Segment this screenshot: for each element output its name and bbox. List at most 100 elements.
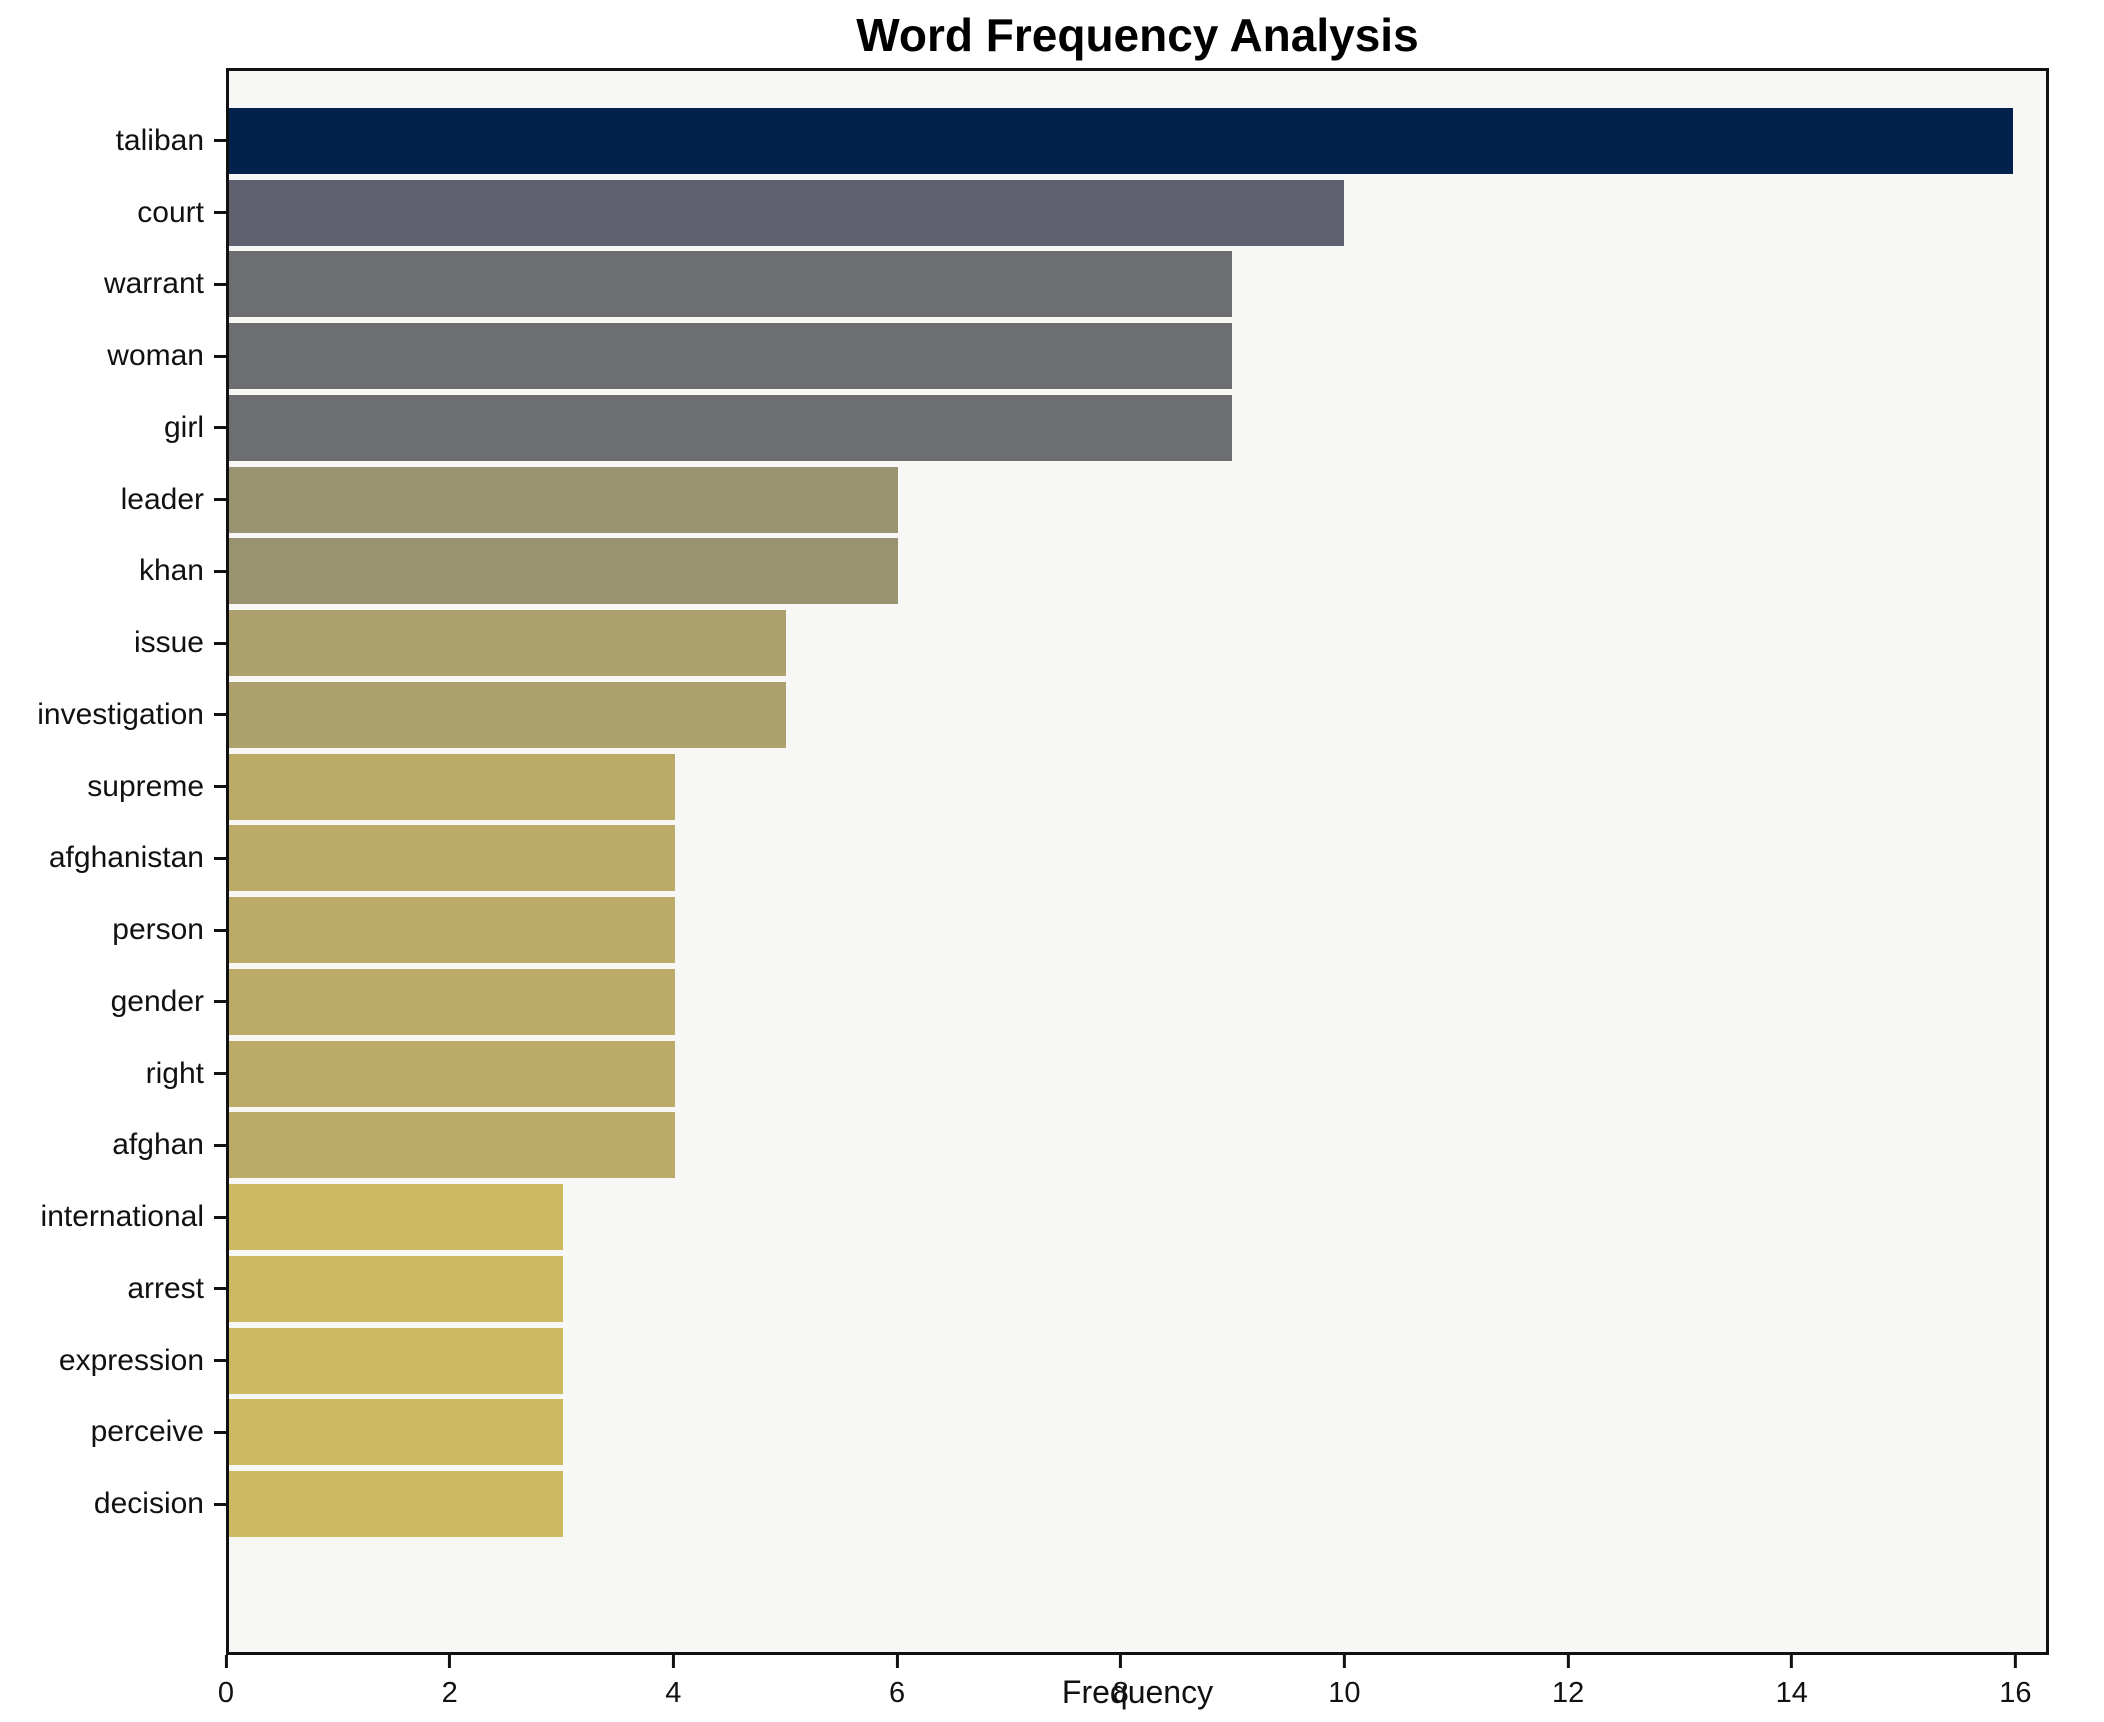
- x-tick-label: 12: [1551, 1677, 1585, 1709]
- plot-area: [226, 68, 2049, 1655]
- bar-afghan: [229, 1112, 675, 1179]
- x-tick: 14: [1776, 1655, 1808, 1710]
- bar-row: [229, 751, 2046, 823]
- x-tick: 4: [665, 1655, 681, 1710]
- y-tick-row: girl: [0, 392, 226, 464]
- y-tick-mark: [214, 1000, 226, 1004]
- bar-row: [229, 679, 2046, 751]
- x-tick-label: 6: [888, 1677, 906, 1709]
- bar-afghanistan: [229, 825, 675, 892]
- x-tick-mark: [1790, 1655, 1794, 1668]
- y-tick-row: court: [0, 177, 226, 249]
- bar-gender: [229, 968, 675, 1035]
- x-tick-mark: [671, 1655, 675, 1668]
- bar-row: [229, 392, 2046, 464]
- bar-row: [229, 823, 2046, 895]
- x-tick-mark: [2013, 1655, 2017, 1668]
- bar-decision: [229, 1471, 564, 1538]
- y-tick-mark: [214, 1215, 226, 1219]
- x-axis-title: Frequency: [1061, 1674, 1214, 1710]
- y-tick-row: perceive: [0, 1397, 226, 1469]
- y-tick-row: arrest: [0, 1253, 226, 1325]
- y-tick-mark: [214, 139, 226, 143]
- y-tick-row: person: [0, 894, 226, 966]
- y-tick-row: taliban: [0, 105, 226, 177]
- y-tick-mark: [214, 1072, 226, 1076]
- x-tick: 12: [1552, 1655, 1584, 1710]
- y-tick-mark: [214, 713, 226, 717]
- y-tick-label: woman: [107, 339, 204, 373]
- bar-row: [229, 1181, 2046, 1253]
- bar-row: [229, 464, 2046, 536]
- bar-row: [229, 966, 2046, 1038]
- bar-khan: [229, 538, 898, 605]
- y-tick-mark: [214, 1430, 226, 1434]
- y-tick-label: arrest: [127, 1271, 204, 1305]
- y-tick-row: issue: [0, 607, 226, 679]
- y-tick-mark: [214, 1287, 226, 1291]
- y-axis-labels: taliban court warrant woman girl leader khan is…: [0, 68, 226, 1655]
- x-tick-mark: [1342, 1655, 1346, 1668]
- bar-court: [229, 179, 1344, 246]
- y-tick-row: investigation: [0, 679, 226, 751]
- y-tick-label: issue: [133, 626, 204, 660]
- y-tick-row: leader: [0, 464, 226, 536]
- y-tick-mark: [214, 641, 226, 645]
- x-axis-ticks: 0 2 4 6 8 10 12 14 16: [218, 1655, 2049, 1722]
- y-tick-row: afghan: [0, 1110, 226, 1182]
- y-tick-mark: [214, 1359, 226, 1363]
- bar-international: [229, 1184, 564, 1251]
- y-tick-mark: [214, 1502, 226, 1506]
- y-tick-mark: [214, 498, 226, 502]
- bar-row: [229, 1325, 2046, 1397]
- x-tick-label: 0: [217, 1677, 235, 1709]
- x-tick-label: 14: [1775, 1677, 1808, 1709]
- x-tick-mark: [1119, 1655, 1123, 1668]
- bar-row: [229, 177, 2046, 249]
- y-tick-row: khan: [0, 536, 226, 608]
- bar-person: [229, 897, 675, 964]
- y-tick-label: person: [112, 913, 204, 947]
- x-tick: 6: [889, 1655, 905, 1710]
- bar-row: [229, 1468, 2046, 1540]
- x-tick-label: 2: [441, 1677, 458, 1709]
- bar-row: [229, 607, 2046, 679]
- bar-row: [229, 320, 2046, 392]
- x-tick-mark: [224, 1655, 228, 1668]
- y-tick-label: expression: [58, 1343, 204, 1377]
- bar-right: [229, 1040, 675, 1107]
- y-tick-mark: [214, 282, 226, 286]
- y-tick-label: warrant: [103, 267, 204, 301]
- y-tick-mark: [214, 211, 226, 215]
- y-tick-mark: [214, 426, 226, 430]
- bar-taliban: [229, 107, 2013, 174]
- x-tick: 2: [442, 1655, 458, 1710]
- y-tick-mark: [214, 569, 226, 573]
- bar-supreme: [229, 753, 675, 820]
- bar-row: [229, 1038, 2046, 1110]
- x-tick-mark: [895, 1655, 899, 1668]
- bar-row: [229, 1253, 2046, 1325]
- x-tick-mark: [448, 1655, 452, 1668]
- y-tick-label: investigation: [37, 697, 204, 731]
- bar-row: [229, 1110, 2046, 1182]
- bar-arrest: [229, 1255, 564, 1322]
- bar-leader: [229, 466, 898, 533]
- x-tick: 8: [1113, 1655, 1129, 1710]
- y-tick-row: supreme: [0, 751, 226, 823]
- y-tick-mark: [214, 928, 226, 932]
- bar-investigation: [229, 681, 787, 748]
- y-tick-row: decision: [0, 1468, 226, 1540]
- bar-expression: [229, 1327, 564, 1394]
- y-tick-label: khan: [138, 554, 204, 588]
- x-tick-label: 8: [1112, 1677, 1129, 1709]
- y-tick-mark: [214, 354, 226, 358]
- bar-row: [229, 249, 2046, 321]
- y-tick-mark: [214, 1143, 226, 1147]
- bars-area: [229, 71, 2046, 1652]
- y-tick-row: right: [0, 1038, 226, 1110]
- y-tick-label: supreme: [87, 769, 204, 803]
- y-tick-label: right: [145, 1056, 204, 1090]
- y-tick-label: gender: [110, 984, 204, 1018]
